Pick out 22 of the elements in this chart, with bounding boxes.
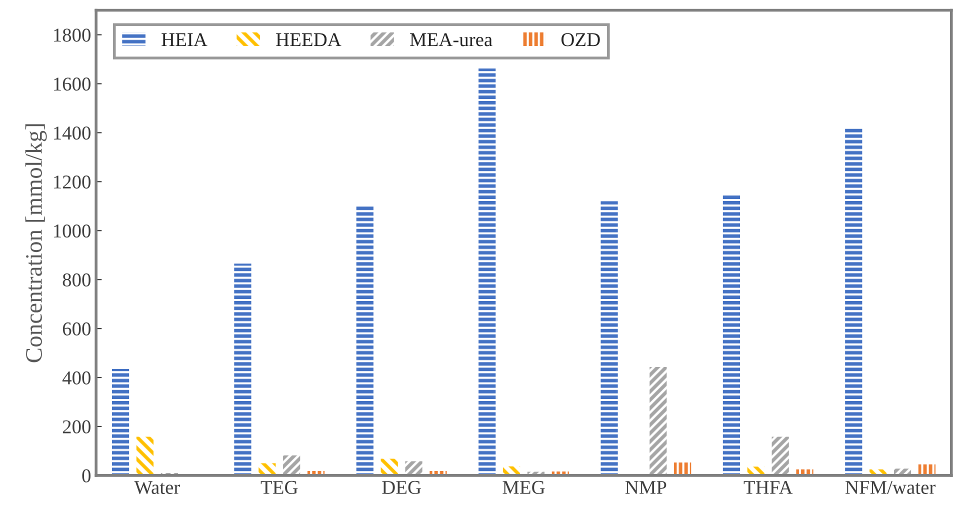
x-tick-label: Water [134, 481, 180, 494]
x-tick-label: DEG [382, 480, 421, 494]
y-tick-label: 1600 [54, 78, 90, 91]
legend-label: HEIA [162, 33, 208, 46]
y-tick-label: 800 [62, 273, 90, 287]
y-tick-label: 600 [62, 322, 90, 336]
x-tick-label: THFA [744, 480, 793, 494]
x-tick-label: NFM/water [845, 480, 936, 494]
y-tick-label: 1400 [54, 126, 90, 140]
x-tick-label: TEG [260, 480, 298, 494]
legend-label: MEA-urea [410, 33, 492, 46]
y-tick-label: 0 [82, 469, 90, 482]
x-tick-label: NMP [625, 481, 666, 494]
y-tick-label: 1800 [54, 28, 90, 42]
y-tick-label: 1200 [54, 175, 90, 189]
y-tick-label: 400 [62, 371, 90, 384]
y-axis-title: Concentration [mmol/kg] [25, 124, 47, 362]
y-tick-label: 200 [62, 420, 90, 434]
y-tick-label: 1000 [54, 224, 90, 238]
x-tick-label: MEG [502, 480, 545, 494]
legend-label: OZD [561, 33, 600, 46]
legend-label: HEEDA [276, 33, 342, 46]
